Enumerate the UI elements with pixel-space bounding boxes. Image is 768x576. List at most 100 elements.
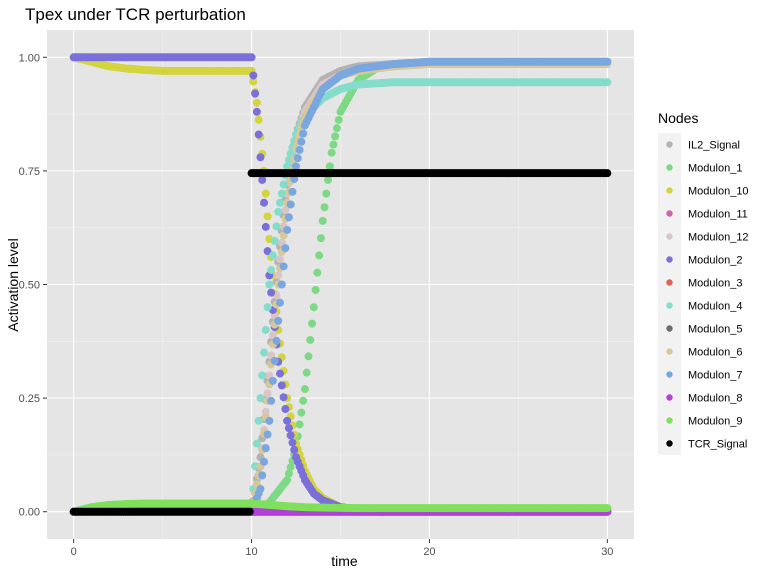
data-point xyxy=(270,236,279,245)
data-point xyxy=(297,137,306,146)
data-point xyxy=(274,207,283,216)
data-point xyxy=(254,115,263,124)
legend-label: Modulon_12 xyxy=(688,232,749,244)
data-point xyxy=(286,200,295,209)
data-point xyxy=(247,53,256,62)
data-point xyxy=(279,393,288,402)
y-tick-label: 1.00 xyxy=(19,52,40,64)
data-point xyxy=(284,213,293,222)
axes: 0 10 20 30 0.00 0.25 0.50 0.75 1.00 xyxy=(19,52,614,558)
legend-title: Nodes xyxy=(658,110,698,126)
data-point xyxy=(279,180,288,189)
data-point xyxy=(263,430,272,439)
data-point xyxy=(603,78,612,87)
data-point xyxy=(272,336,281,345)
data-point xyxy=(268,251,277,260)
legend-label: Modulon_7 xyxy=(688,370,742,382)
data-point xyxy=(258,471,267,480)
data-point xyxy=(300,385,309,394)
data-point xyxy=(286,463,295,472)
data-point xyxy=(313,268,322,277)
data-point xyxy=(252,98,261,107)
data-point xyxy=(304,352,313,361)
data-point xyxy=(261,444,270,453)
legend-swatch xyxy=(666,279,673,286)
data-point xyxy=(256,153,265,162)
x-axis-title: time xyxy=(331,553,358,569)
data-point xyxy=(295,420,304,429)
data-point xyxy=(276,298,285,307)
data-point xyxy=(256,485,265,494)
legend-swatch xyxy=(666,164,673,171)
data-point xyxy=(295,145,304,154)
data-points xyxy=(69,53,612,516)
data-point xyxy=(281,205,290,214)
legend-label: TCR_Signal xyxy=(688,439,747,451)
legend-swatch xyxy=(666,417,673,424)
data-point xyxy=(332,124,341,133)
data-point xyxy=(249,71,258,80)
data-point xyxy=(268,376,277,385)
data-point xyxy=(277,189,286,198)
data-point xyxy=(245,507,254,516)
data-point xyxy=(603,57,612,66)
y-tick-label: 0.00 xyxy=(19,507,40,519)
data-point xyxy=(283,475,292,484)
data-point xyxy=(309,303,318,312)
data-point xyxy=(284,424,293,433)
legend-swatch xyxy=(666,371,673,378)
data-point xyxy=(322,189,331,198)
data-point xyxy=(279,262,288,271)
data-point xyxy=(276,198,285,207)
data-point xyxy=(261,189,270,198)
data-point xyxy=(267,265,276,274)
data-point xyxy=(261,325,270,334)
data-point xyxy=(256,394,265,403)
legend-swatch xyxy=(666,210,673,217)
legend-swatch xyxy=(666,325,673,332)
data-point xyxy=(281,405,290,414)
data-point xyxy=(267,288,276,297)
data-point xyxy=(263,247,272,256)
data-point xyxy=(263,212,272,221)
data-point xyxy=(299,129,308,138)
legend-label: Modulon_2 xyxy=(688,255,742,267)
data-point xyxy=(284,469,293,478)
data-point xyxy=(331,132,340,141)
data-point xyxy=(320,203,329,212)
legend-swatch xyxy=(666,256,673,263)
data-point xyxy=(260,198,269,207)
legend-label: Modulon_5 xyxy=(688,324,742,336)
x-tick-label: 10 xyxy=(245,546,257,558)
data-point xyxy=(260,457,269,466)
legend-label: IL2_Signal xyxy=(688,140,740,152)
data-point xyxy=(325,162,334,171)
legend-label: Modulon_6 xyxy=(688,347,742,359)
data-point xyxy=(270,356,279,365)
legend: Nodes IL2_Signal Modulon_1 Modulon_10 Modul… xyxy=(658,110,749,455)
data-point xyxy=(277,280,286,289)
data-point xyxy=(258,175,267,184)
x-tick-label: 0 xyxy=(71,546,77,558)
data-point xyxy=(261,222,270,231)
y-tick-label: 0.25 xyxy=(19,393,40,405)
y-tick-label: 0.50 xyxy=(19,280,40,292)
legend-swatch xyxy=(666,141,673,148)
data-point xyxy=(254,416,263,425)
data-point xyxy=(288,187,297,196)
data-point xyxy=(292,162,301,171)
data-point xyxy=(281,244,290,253)
data-point xyxy=(283,416,292,425)
legend-label: Modulon_10 xyxy=(688,186,749,198)
data-point xyxy=(276,255,285,264)
data-point xyxy=(267,396,276,405)
data-point xyxy=(318,216,327,225)
data-point xyxy=(274,316,283,325)
legend-label: Modulon_3 xyxy=(688,278,742,290)
data-point xyxy=(249,77,258,86)
legend-label: Modulon_8 xyxy=(688,393,742,405)
data-point xyxy=(252,107,261,116)
data-point xyxy=(299,396,308,405)
data-point xyxy=(265,280,274,289)
